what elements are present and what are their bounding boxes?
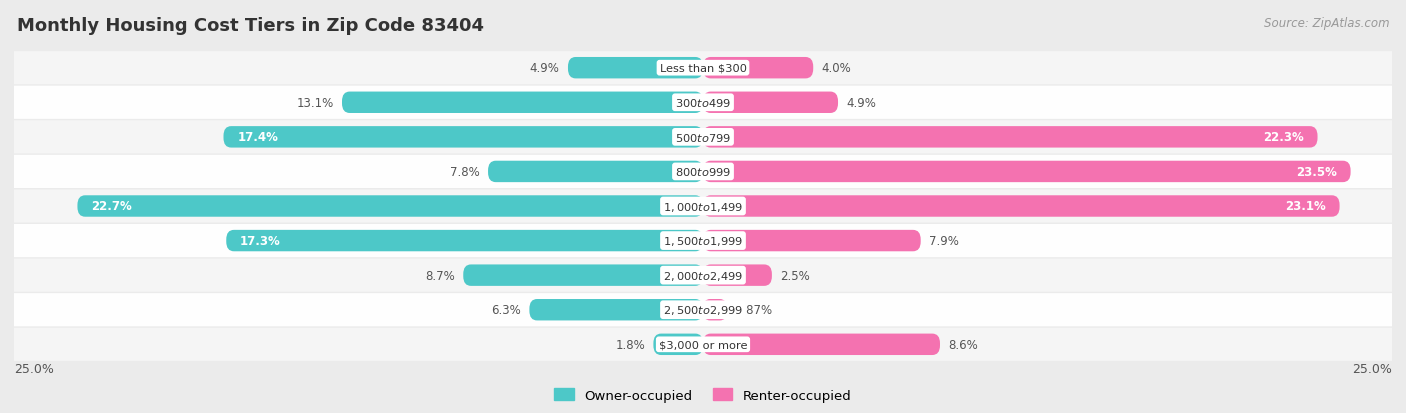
FancyBboxPatch shape (0, 328, 1406, 361)
FancyBboxPatch shape (0, 259, 1406, 292)
Text: 17.3%: 17.3% (240, 235, 281, 247)
FancyBboxPatch shape (0, 121, 1406, 154)
Text: 8.6%: 8.6% (948, 338, 979, 351)
Text: $1,500 to $1,999: $1,500 to $1,999 (664, 235, 742, 247)
FancyBboxPatch shape (0, 190, 1406, 223)
FancyBboxPatch shape (703, 299, 727, 320)
FancyBboxPatch shape (77, 196, 703, 217)
Text: $500 to $799: $500 to $799 (675, 131, 731, 143)
FancyBboxPatch shape (703, 230, 921, 252)
FancyBboxPatch shape (342, 93, 703, 114)
Text: 0.87%: 0.87% (735, 304, 772, 316)
Text: 6.3%: 6.3% (491, 304, 522, 316)
FancyBboxPatch shape (654, 334, 703, 355)
Text: 25.0%: 25.0% (1353, 362, 1392, 375)
Text: 4.9%: 4.9% (530, 62, 560, 75)
Text: 17.4%: 17.4% (238, 131, 278, 144)
Text: $2,000 to $2,499: $2,000 to $2,499 (664, 269, 742, 282)
Text: 22.7%: 22.7% (91, 200, 132, 213)
FancyBboxPatch shape (488, 161, 703, 183)
FancyBboxPatch shape (703, 265, 772, 286)
Text: 1.8%: 1.8% (616, 338, 645, 351)
FancyBboxPatch shape (224, 127, 703, 148)
FancyBboxPatch shape (530, 299, 703, 320)
Legend: Owner-occupied, Renter-occupied: Owner-occupied, Renter-occupied (548, 383, 858, 407)
FancyBboxPatch shape (0, 224, 1406, 258)
Text: 13.1%: 13.1% (297, 97, 333, 109)
Text: $1,000 to $1,499: $1,000 to $1,499 (664, 200, 742, 213)
FancyBboxPatch shape (0, 86, 1406, 120)
FancyBboxPatch shape (0, 293, 1406, 327)
Text: $3,000 or more: $3,000 or more (659, 339, 747, 349)
FancyBboxPatch shape (703, 196, 1340, 217)
Text: 25.0%: 25.0% (14, 362, 53, 375)
FancyBboxPatch shape (703, 93, 838, 114)
Text: 4.0%: 4.0% (821, 62, 851, 75)
Text: Monthly Housing Cost Tiers in Zip Code 83404: Monthly Housing Cost Tiers in Zip Code 8… (17, 17, 484, 34)
Text: 23.5%: 23.5% (1296, 166, 1337, 178)
Text: 7.9%: 7.9% (929, 235, 959, 247)
FancyBboxPatch shape (568, 58, 703, 79)
FancyBboxPatch shape (703, 127, 1317, 148)
Text: 8.7%: 8.7% (425, 269, 456, 282)
Text: 2.5%: 2.5% (780, 269, 810, 282)
Text: $300 to $499: $300 to $499 (675, 97, 731, 109)
Text: 23.1%: 23.1% (1285, 200, 1326, 213)
FancyBboxPatch shape (463, 265, 703, 286)
FancyBboxPatch shape (226, 230, 703, 252)
FancyBboxPatch shape (703, 334, 941, 355)
FancyBboxPatch shape (0, 155, 1406, 189)
Text: Less than $300: Less than $300 (659, 64, 747, 74)
Text: Source: ZipAtlas.com: Source: ZipAtlas.com (1264, 17, 1389, 29)
Text: $2,500 to $2,999: $2,500 to $2,999 (664, 304, 742, 316)
FancyBboxPatch shape (703, 58, 813, 79)
FancyBboxPatch shape (703, 161, 1351, 183)
Text: 4.9%: 4.9% (846, 97, 876, 109)
FancyBboxPatch shape (0, 52, 1406, 85)
Text: $800 to $999: $800 to $999 (675, 166, 731, 178)
Text: 22.3%: 22.3% (1263, 131, 1303, 144)
Text: 7.8%: 7.8% (450, 166, 479, 178)
